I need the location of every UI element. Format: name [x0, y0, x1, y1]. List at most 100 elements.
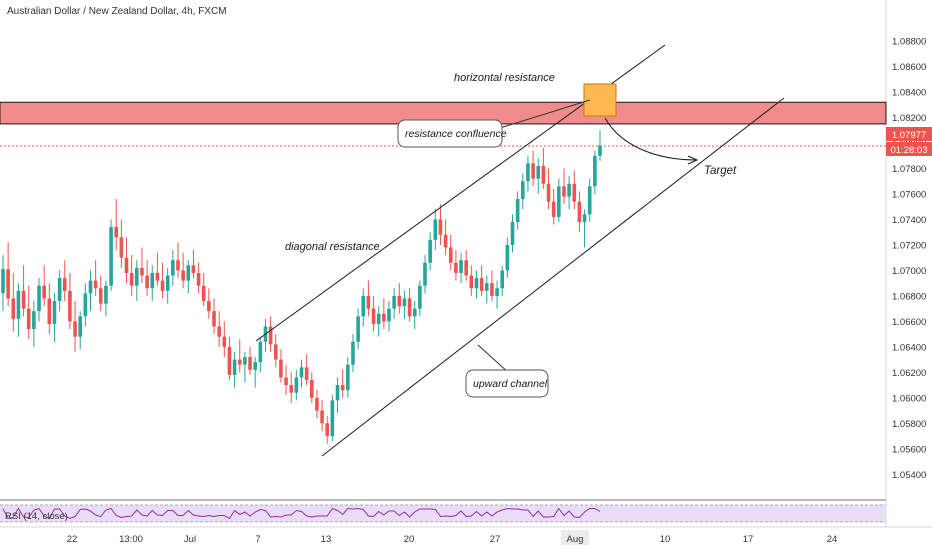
candle-body[interactable]	[207, 301, 211, 312]
candlestick-series[interactable]	[1, 130, 602, 444]
candle-body[interactable]	[186, 265, 191, 281]
candle-body[interactable]	[433, 219, 438, 240]
candle-body[interactable]	[325, 423, 330, 437]
candle-body[interactable]	[459, 260, 463, 273]
target-arrow[interactable]	[604, 117, 697, 161]
candle-body[interactable]	[129, 272, 134, 286]
candle-body[interactable]	[73, 321, 77, 337]
candle-body[interactable]	[330, 400, 335, 437]
candle-body[interactable]	[587, 186, 592, 215]
candle-body[interactable]	[484, 283, 489, 291]
candle-body[interactable]	[402, 298, 407, 307]
candle-body[interactable]	[340, 385, 345, 391]
candle-body[interactable]	[47, 298, 52, 324]
candle-body[interactable]	[474, 278, 479, 289]
candle-body[interactable]	[78, 316, 82, 337]
current-price-tag[interactable]	[886, 127, 932, 141]
candle-body[interactable]	[299, 367, 304, 378]
main-pane[interactable]	[0, 0, 886, 498]
candle-body[interactable]	[145, 275, 149, 289]
candle-body[interactable]	[135, 267, 139, 286]
candle-body[interactable]	[309, 379, 314, 398]
candle-body[interactable]	[382, 313, 386, 322]
candle-body[interactable]	[273, 344, 278, 360]
candle-body[interactable]	[93, 280, 98, 289]
candle-body[interactable]	[397, 295, 402, 307]
candle-body[interactable]	[160, 280, 165, 291]
candle-body[interactable]	[387, 308, 391, 322]
candle-body[interactable]	[546, 183, 551, 202]
channel-callout-box[interactable]	[465, 369, 549, 398]
candle-body[interactable]	[438, 219, 443, 235]
candle-body[interactable]	[196, 272, 201, 286]
candle-body[interactable]	[6, 269, 10, 299]
candle-body[interactable]	[412, 308, 417, 317]
candle-body[interactable]	[335, 385, 340, 401]
candle-body[interactable]	[479, 278, 484, 291]
candle-body[interactable]	[356, 316, 360, 342]
candle-body[interactable]	[212, 311, 216, 327]
candle-body[interactable]	[150, 272, 155, 289]
candle-body[interactable]	[551, 201, 556, 217]
candle-body[interactable]	[294, 377, 299, 393]
candle-body[interactable]	[572, 183, 577, 202]
candle-body[interactable]	[582, 214, 587, 223]
candle-body[interactable]	[521, 181, 525, 200]
candle-body[interactable]	[268, 326, 273, 345]
candle-body[interactable]	[114, 227, 119, 238]
candle-body[interactable]	[366, 295, 371, 309]
candle-body[interactable]	[428, 239, 432, 263]
candle-body[interactable]	[526, 163, 530, 182]
candle-body[interactable]	[392, 295, 396, 309]
candle-body[interactable]	[289, 385, 294, 393]
candle-body[interactable]	[593, 155, 597, 187]
candle-body[interactable]	[505, 244, 510, 271]
candle-body[interactable]	[62, 278, 67, 291]
candle-body[interactable]	[217, 326, 221, 337]
candle-body[interactable]	[88, 280, 93, 294]
candle-body[interactable]	[423, 262, 427, 286]
candle-body[interactable]	[407, 298, 412, 317]
candle-body[interactable]	[510, 222, 515, 245]
candle-body[interactable]	[469, 275, 474, 289]
candle-body[interactable]	[181, 270, 185, 281]
candle-body[interactable]	[237, 359, 242, 365]
candle-body[interactable]	[171, 260, 175, 276]
candle-body[interactable]	[104, 285, 108, 304]
candle-body[interactable]	[57, 278, 62, 301]
candle-body[interactable]	[109, 227, 113, 286]
candle-body[interactable]	[37, 285, 41, 312]
candle-body[interactable]	[98, 288, 103, 304]
candle-body[interactable]	[495, 288, 499, 296]
candle-body[interactable]	[371, 308, 376, 324]
candle-body[interactable]	[232, 359, 237, 375]
candle-body[interactable]	[464, 260, 468, 276]
candle-body[interactable]	[515, 199, 520, 223]
candle-body[interactable]	[243, 357, 247, 365]
candle-body[interactable]	[52, 301, 57, 324]
candle-body[interactable]	[227, 346, 232, 375]
candle-body[interactable]	[68, 290, 72, 322]
candle-body[interactable]	[320, 410, 324, 424]
candle-body[interactable]	[567, 183, 571, 197]
candle-body[interactable]	[562, 186, 566, 197]
candle-body[interactable]	[165, 275, 170, 291]
candle-body[interactable]	[418, 285, 422, 309]
candle-body[interactable]	[124, 257, 129, 273]
candle-body[interactable]	[32, 311, 36, 330]
time-scale[interactable]	[0, 527, 932, 550]
rsi-line[interactable]	[2, 507, 601, 520]
candle-body[interactable]	[454, 262, 458, 273]
candle-body[interactable]	[531, 163, 535, 179]
candle-body[interactable]	[361, 295, 366, 317]
candle-body[interactable]	[1, 269, 5, 294]
candle-body[interactable]	[346, 364, 350, 391]
candle-body[interactable]	[21, 290, 26, 309]
candle-body[interactable]	[248, 357, 252, 370]
confluence-callout-box[interactable]	[397, 119, 503, 148]
channel-support-line[interactable]	[321, 97, 785, 457]
candle-body[interactable]	[258, 341, 263, 363]
candle-body[interactable]	[26, 308, 31, 330]
candle-body[interactable]	[557, 186, 561, 217]
